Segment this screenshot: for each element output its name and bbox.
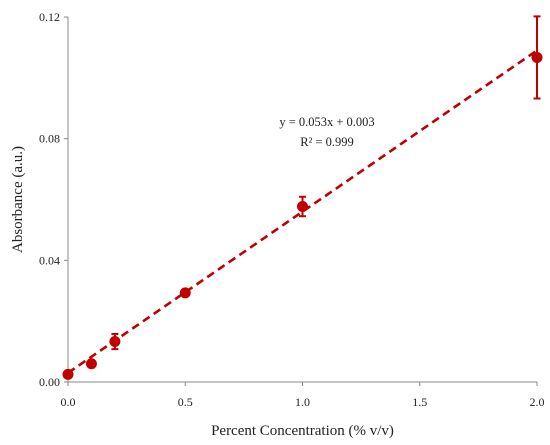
data-point: [297, 200, 308, 212]
x-tick-label: 0.0: [61, 395, 76, 409]
data-point: [531, 51, 543, 63]
x-tick-label: 2.0: [530, 395, 545, 409]
trendline-group: [67, 49, 538, 374]
y-tick-label: 0.04: [39, 253, 60, 267]
equation-annotation: y = 0.053x + 0.003: [279, 115, 374, 129]
x-tick-label: 1.5: [412, 395, 427, 409]
data-point: [179, 287, 191, 299]
trendline: [67, 49, 538, 374]
data-point: [109, 336, 121, 348]
x-tick-label: 0.5: [178, 395, 193, 409]
y-tick-label: 0.12: [39, 10, 60, 24]
y-tick-label: 0.08: [39, 132, 60, 146]
data-point: [85, 358, 97, 370]
tick-marks: 0.00 0.04 0.08 0.12 0.0 0.5 1.0 1.5 2.0: [39, 10, 545, 409]
y-axis-title: Absorbance (a.u.): [10, 146, 26, 253]
r-squared-annotation: R² = 0.999: [300, 135, 354, 149]
x-axis-title: Percent Concentration (% v/v): [211, 423, 394, 439]
data-point: [62, 368, 74, 380]
y-tick-label: 0.00: [39, 375, 60, 389]
x-tick-label: 1.0: [295, 395, 310, 409]
data-points: [62, 15, 543, 380]
